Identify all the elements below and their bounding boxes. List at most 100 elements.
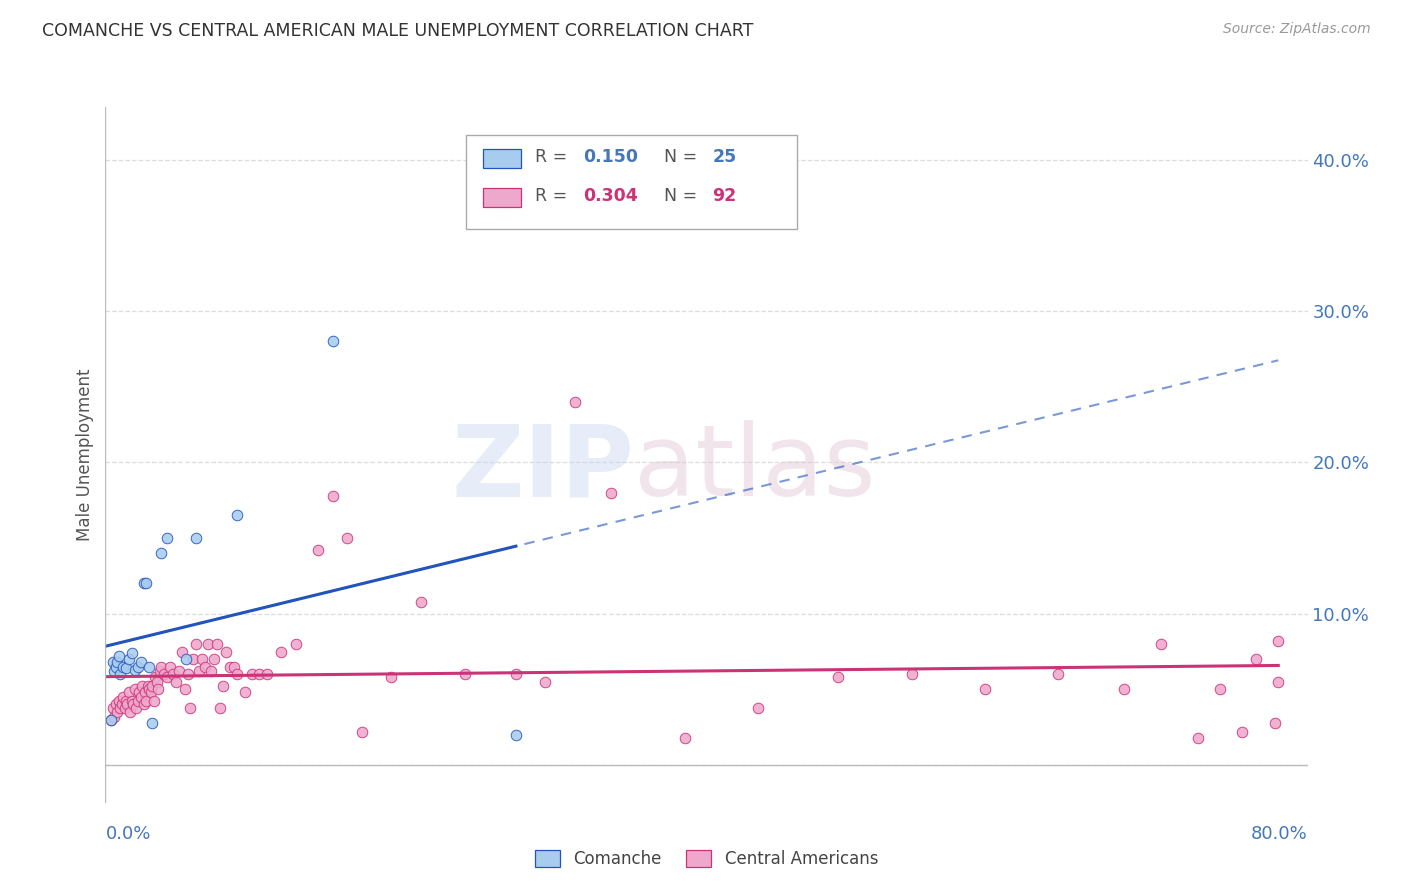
Point [219, 659, 242, 673]
Point [380, 670, 402, 684]
Point [1246, 652, 1268, 666]
Point [136, 679, 159, 693]
Point [208, 700, 231, 714]
Point [101, 700, 124, 714]
Point [129, 655, 152, 669]
Point [120, 705, 142, 719]
Point [186, 637, 208, 651]
Point [131, 679, 153, 693]
Point [150, 659, 173, 673]
Point [135, 576, 157, 591]
Point [121, 694, 143, 708]
Text: Source: ZipAtlas.com: Source: ZipAtlas.com [1223, 22, 1371, 37]
Point [505, 667, 527, 681]
Text: 0.0%: 0.0% [105, 825, 150, 843]
Point [233, 685, 256, 699]
Point [202, 652, 225, 666]
Point [128, 685, 150, 699]
Point [118, 685, 141, 699]
Point [105, 655, 128, 669]
Point [138, 682, 160, 697]
Point [183, 652, 205, 666]
Point [141, 715, 163, 730]
Point [141, 679, 163, 693]
Point [132, 698, 155, 712]
Point [350, 724, 373, 739]
Text: COMANCHE VS CENTRAL AMERICAN MALE UNEMPLOYMENT CORRELATION CHART: COMANCHE VS CENTRAL AMERICAN MALE UNEMPL… [42, 22, 754, 40]
Point [122, 698, 145, 712]
Point [104, 659, 127, 673]
Point [900, 667, 922, 681]
Point [174, 652, 197, 666]
Point [148, 682, 170, 697]
Point [336, 531, 359, 545]
Point [165, 674, 187, 689]
Point [115, 661, 138, 675]
Point [256, 667, 278, 681]
Point [453, 667, 475, 681]
Point [142, 694, 165, 708]
Point [124, 682, 146, 697]
Point [247, 667, 270, 681]
Point [105, 705, 128, 719]
Point [108, 667, 131, 681]
Point [132, 576, 155, 591]
Legend: Comanche, Central Americans: Comanche, Central Americans [529, 843, 884, 874]
Point [117, 698, 139, 712]
Point [103, 709, 125, 723]
Point [224, 659, 246, 673]
Point [534, 674, 557, 689]
Point [112, 659, 135, 673]
Point [156, 670, 179, 684]
Point [173, 682, 195, 697]
Text: 25: 25 [713, 148, 737, 166]
Point [139, 685, 162, 699]
Point [101, 655, 124, 669]
Point [127, 659, 149, 673]
Y-axis label: Male Unemployment: Male Unemployment [76, 368, 94, 541]
Point [186, 531, 208, 545]
Point [194, 659, 217, 673]
Point [118, 652, 141, 666]
Point [747, 700, 769, 714]
Point [505, 728, 527, 742]
Point [673, 731, 696, 745]
Point [1047, 667, 1070, 681]
Point [564, 395, 586, 409]
Point [110, 698, 132, 712]
Point [197, 637, 219, 651]
Point [107, 694, 129, 708]
Point [156, 531, 179, 545]
Point [114, 700, 136, 714]
Point [179, 700, 201, 714]
Point [285, 637, 308, 651]
FancyBboxPatch shape [465, 135, 797, 229]
Text: N =: N = [665, 148, 697, 166]
Point [1150, 637, 1173, 651]
Point [214, 644, 236, 658]
Point [600, 485, 623, 500]
Point [127, 694, 149, 708]
Point [409, 594, 432, 608]
Point [270, 644, 292, 658]
Point [1187, 731, 1209, 745]
Text: 0.150: 0.150 [582, 148, 638, 166]
Point [1267, 674, 1289, 689]
Text: atlas: atlas [634, 420, 876, 517]
Point [240, 667, 263, 681]
Point [170, 644, 193, 658]
FancyBboxPatch shape [482, 187, 522, 207]
Point [129, 690, 152, 704]
Point [188, 664, 211, 678]
Point [1264, 715, 1286, 730]
FancyBboxPatch shape [482, 149, 522, 169]
Point [135, 694, 157, 708]
Point [124, 663, 146, 677]
Point [1230, 724, 1253, 739]
Point [226, 667, 249, 681]
Point [100, 713, 122, 727]
Point [107, 649, 129, 664]
Point [153, 667, 176, 681]
Point [162, 667, 184, 681]
Point [143, 670, 166, 684]
